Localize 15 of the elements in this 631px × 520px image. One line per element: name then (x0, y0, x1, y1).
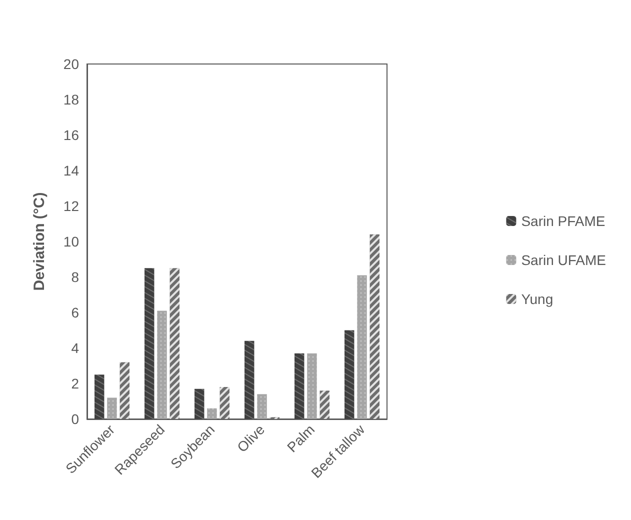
legend-label: Yung (521, 291, 554, 307)
y-tick-label: 2 (71, 376, 80, 392)
y-tick-label: 10 (63, 234, 80, 250)
y-tick-label: 0 (71, 411, 80, 427)
y-tick-label: 14 (63, 162, 80, 178)
y-tick-label: 16 (63, 127, 80, 143)
legend-label: Sarin PFAME (521, 213, 606, 229)
legend-label: Sarin UFAME (521, 252, 606, 268)
y-tick-label: 12 (63, 198, 80, 214)
y-tick-label: 18 (63, 92, 80, 108)
y-tick-label: 20 (63, 56, 80, 72)
y-tick-label: 8 (71, 269, 80, 285)
y-axis-title: Deviation (°C) (31, 192, 48, 291)
y-tick-label: 6 (71, 304, 80, 320)
y-tick-label: 4 (71, 340, 80, 356)
